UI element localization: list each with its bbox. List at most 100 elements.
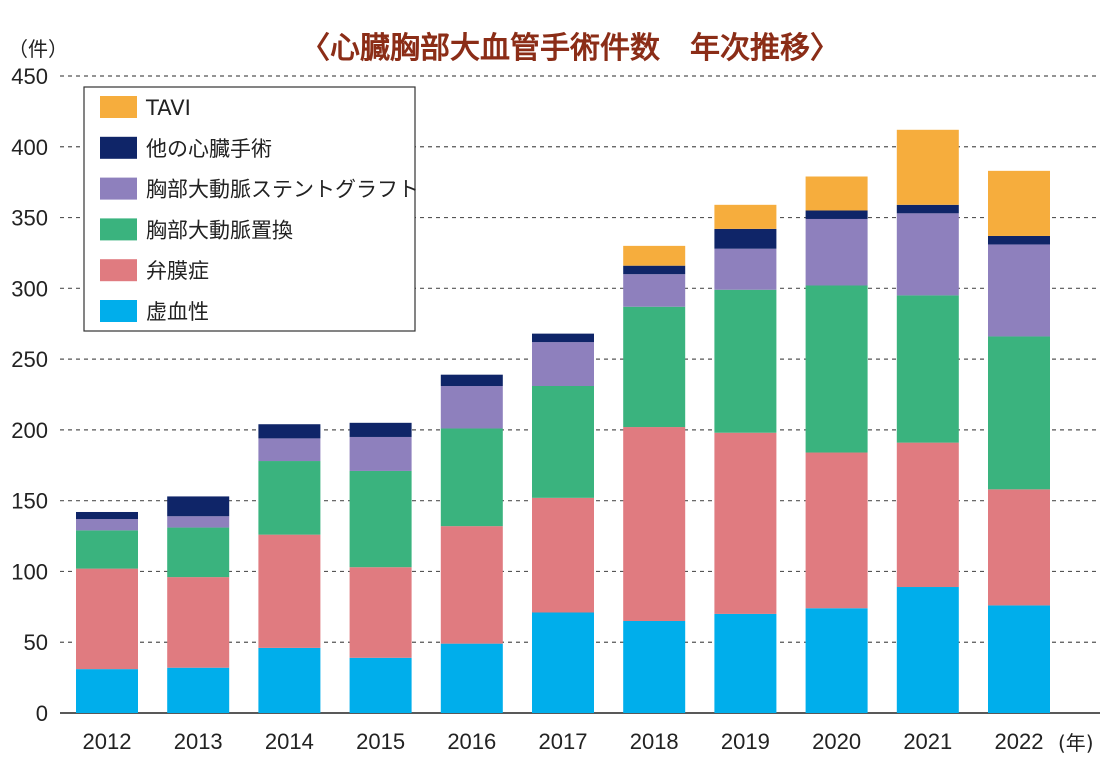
bar-segment xyxy=(258,461,321,535)
bar-segment xyxy=(714,432,777,614)
bar-segment xyxy=(349,422,412,437)
x-tick-label: 2021 xyxy=(903,729,952,754)
bar-segment xyxy=(76,568,138,670)
bar-segment xyxy=(988,336,1050,490)
bar-segment xyxy=(440,643,503,713)
bar-segment xyxy=(167,667,230,713)
bar-segment xyxy=(623,306,686,428)
bar-segment xyxy=(532,342,594,387)
y-tick-label: 400 xyxy=(11,135,48,160)
bar-segment xyxy=(988,605,1050,713)
y-tick-label: 350 xyxy=(11,206,48,231)
bar-segment xyxy=(167,496,230,517)
bar-segment xyxy=(714,228,777,249)
x-tick-label: 2018 xyxy=(630,729,679,754)
legend-swatch xyxy=(100,218,137,241)
y-axis-ticks: 0 50 100 150 200 250 300 350 400 450 xyxy=(11,64,48,726)
bar-segment xyxy=(896,295,959,443)
x-tick-label: 2015 xyxy=(356,729,405,754)
bar-segment xyxy=(714,613,777,713)
bar-segment xyxy=(258,424,321,439)
bar-segment xyxy=(988,170,1050,236)
y-tick-label: 100 xyxy=(11,559,48,584)
bar-segment xyxy=(349,470,412,568)
legend-swatch xyxy=(100,96,137,118)
bar-segment xyxy=(440,386,503,429)
legend-box xyxy=(83,86,416,332)
bar-segment xyxy=(896,213,959,296)
bar-segment xyxy=(440,374,503,387)
x-tick-label: 2016 xyxy=(447,729,496,754)
legend-label: 胸部大動脈置換 xyxy=(146,218,293,242)
bar-segment xyxy=(805,210,868,219)
bar-segment xyxy=(532,386,594,498)
bar-segment xyxy=(805,218,868,286)
legend-label: 虚血性 xyxy=(146,300,209,324)
bar-segment xyxy=(349,436,412,471)
bar-segment xyxy=(440,526,503,644)
y-tick-label: 200 xyxy=(11,418,48,443)
bar-segment xyxy=(76,511,138,520)
bar-segment xyxy=(623,265,686,275)
bar-segment xyxy=(623,427,686,621)
bar-segment xyxy=(440,428,503,527)
x-tick-label: 2019 xyxy=(721,729,770,754)
legend-swatch xyxy=(100,300,137,322)
x-tick-label: 2012 xyxy=(83,729,132,754)
x-tick-label: 2017 xyxy=(539,729,588,754)
bar-segment xyxy=(896,442,959,588)
bar-segment xyxy=(532,612,594,713)
legend-label: TAVI xyxy=(145,96,191,120)
bar-segment xyxy=(167,516,230,528)
legend-label: 弁膜症 xyxy=(146,259,209,283)
legend-label: 他の心臓手術 xyxy=(146,137,272,161)
bar-segment xyxy=(623,274,686,307)
y-tick-label: 300 xyxy=(11,276,48,301)
bar-segment xyxy=(896,129,959,205)
bar-segment xyxy=(167,527,230,578)
legend-swatch xyxy=(100,136,137,159)
bar-segment xyxy=(714,204,777,229)
bar-segment xyxy=(349,657,412,713)
bar-segment xyxy=(532,497,594,613)
bar-segment xyxy=(805,608,868,713)
x-tick-label: 2020 xyxy=(812,729,861,754)
bar-segment xyxy=(805,285,868,453)
bar-segment xyxy=(623,620,686,713)
bar-segment xyxy=(896,204,959,214)
bar-segment xyxy=(258,647,321,713)
bar-segment xyxy=(714,248,777,290)
x-axis-ticks: 2012 2013 2014 2015 2016 2017 2018 2019 2020 2021… xyxy=(83,729,1044,754)
bar-segment xyxy=(76,519,138,531)
bar-segment xyxy=(714,289,777,433)
y-tick-label: 250 xyxy=(11,347,48,372)
bar-segment xyxy=(805,452,868,609)
bar-segment xyxy=(988,244,1050,337)
legend-label: 胸部大動脈ステントグラフト xyxy=(146,178,419,202)
y-axis-unit-label: （件） xyxy=(8,37,68,61)
bar-segment xyxy=(988,489,1050,606)
legend-swatch xyxy=(100,259,137,282)
bar-segment xyxy=(76,669,138,713)
bar-segment xyxy=(532,333,594,343)
x-axis-unit-label: (年) xyxy=(1058,731,1094,755)
y-tick-label: 0 xyxy=(36,701,48,726)
x-tick-label: 2022 xyxy=(995,729,1044,754)
bar-segment xyxy=(805,176,868,211)
bar-segment xyxy=(896,587,959,713)
y-tick-label: 450 xyxy=(11,64,48,89)
bar-segment xyxy=(349,567,412,658)
legend-swatch xyxy=(100,177,137,200)
y-tick-label: 150 xyxy=(11,489,48,514)
y-tick-label: 50 xyxy=(24,630,48,655)
bar-segment xyxy=(167,577,230,668)
x-tick-label: 2013 xyxy=(174,729,223,754)
bar-segment xyxy=(623,245,686,266)
chart-title: 〈心臓胸部大血管手術件数 年次推移〉 xyxy=(300,31,840,66)
bar-segment xyxy=(76,530,138,569)
x-tick-label: 2014 xyxy=(265,729,314,754)
bar-segment xyxy=(988,235,1050,245)
